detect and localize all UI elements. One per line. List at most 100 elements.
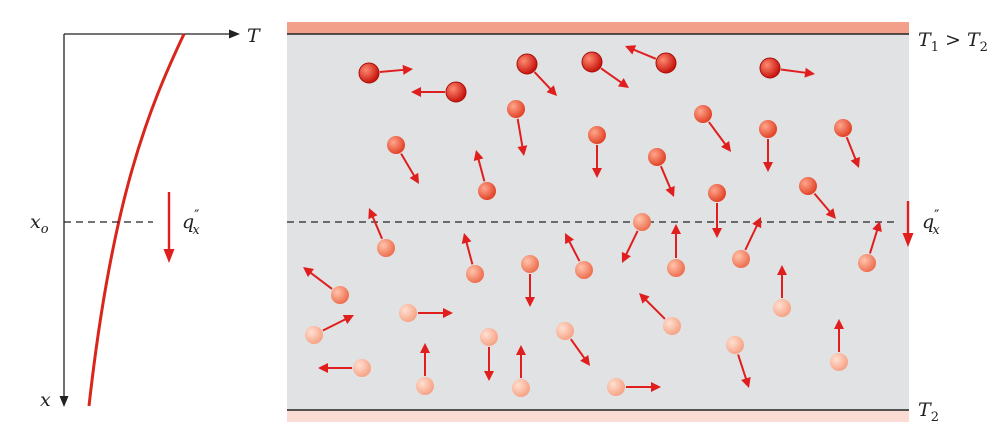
- sphere-molecule-icon: [759, 120, 777, 138]
- sphere-molecule-icon: [588, 126, 606, 144]
- heat-flux-label-left: q″ x: [182, 208, 200, 238]
- velocity-arrow-icon: [780, 68, 807, 74]
- sphere-molecule-icon: [655, 52, 677, 74]
- velocity-arrow-icon: [632, 48, 657, 60]
- sphere-molecule-icon: [445, 81, 467, 103]
- velocity-arrow-icon: [569, 338, 586, 360]
- velocity-arrow-icon: [568, 240, 581, 262]
- sphere-molecule-icon: [708, 184, 726, 202]
- sphere-molecule-icon: [305, 326, 323, 344]
- velocity-arrow-icon: [465, 241, 474, 265]
- velocity-arrowhead-icon: [712, 228, 722, 238]
- velocity-arrowhead-icon: [834, 319, 844, 329]
- velocity-arrow-icon: [813, 192, 831, 213]
- velocity-arrow-icon: [659, 165, 672, 190]
- velocity-arrowhead-icon: [639, 293, 650, 304]
- temperature-axis-arrowhead: [229, 29, 240, 39]
- sphere-molecule-icon: [830, 353, 848, 371]
- sphere-molecule-icon: [648, 148, 666, 166]
- sphere-molecule-icon: [581, 51, 603, 73]
- position-axis-label: x: [40, 389, 51, 411]
- cold-wall: [287, 410, 909, 422]
- sphere-molecule-icon: [377, 239, 395, 257]
- velocity-arrow-icon: [625, 230, 639, 256]
- sphere-molecule-icon: [521, 255, 539, 273]
- velocity-arrowhead-icon: [525, 297, 535, 307]
- sphere-molecule-icon: [633, 213, 651, 231]
- temperature-profile-curve: [87, 33, 186, 407]
- velocity-arrow-icon: [869, 229, 879, 254]
- velocity-arrowhead-icon: [741, 376, 751, 388]
- velocity-arrow-icon: [516, 118, 524, 148]
- sphere-molecule-icon: [466, 265, 484, 283]
- velocity-arrowhead-icon: [763, 162, 773, 172]
- position-axis-arrowhead: [59, 396, 69, 407]
- velocity-arrowhead-icon: [409, 172, 419, 184]
- sphere-molecule-icon: [799, 177, 817, 195]
- velocity-arrowhead-icon: [516, 345, 526, 355]
- sphere-molecule-icon: [694, 105, 712, 123]
- velocity-arrow-icon: [379, 68, 405, 73]
- sphere-molecule-icon: [478, 182, 496, 200]
- sphere-molecule-icon: [516, 53, 538, 75]
- sphere-molecule-icon: [512, 379, 530, 397]
- heat-flux-arrowhead-right: [902, 233, 914, 247]
- velocity-arrowhead-icon: [592, 168, 602, 178]
- velocity-arrow-icon: [400, 153, 416, 177]
- velocity-arrow-icon: [845, 136, 857, 161]
- molecule-field: [303, 45, 882, 397]
- velocity-arrowhead-icon: [517, 145, 528, 156]
- velocity-arrowhead-icon: [621, 251, 631, 263]
- sphere-molecule-icon: [667, 259, 685, 277]
- velocity-arrow-icon: [371, 215, 384, 240]
- velocity-arrowhead-icon: [580, 354, 590, 366]
- hot-wall-temperature-label: T1 > T2: [918, 29, 988, 55]
- velocity-arrow-icon: [309, 271, 333, 290]
- velocity-arrowhead-icon: [546, 85, 557, 96]
- velocity-arrow-icon: [600, 67, 623, 84]
- velocity-arrowhead-icon: [777, 265, 787, 275]
- sphere-molecule-icon: [663, 317, 681, 335]
- sphere-molecule-icon: [556, 322, 574, 340]
- sphere-molecule-icon: [726, 336, 744, 354]
- velocity-arrow-icon: [744, 224, 759, 251]
- temperature-profile-panel: T x xo q″ x: [30, 25, 261, 411]
- temperature-axis-label: T: [247, 25, 261, 47]
- velocity-arrowhead-icon: [617, 78, 629, 88]
- sphere-molecule-icon: [773, 299, 791, 317]
- velocity-arrowhead-icon: [443, 308, 453, 318]
- velocity-arrow-icon: [477, 158, 486, 182]
- velocity-arrowhead-icon: [625, 45, 637, 55]
- velocity-arrowhead-icon: [473, 150, 484, 161]
- velocity-arrowhead-icon: [484, 371, 494, 381]
- velocity-arrowhead-icon: [368, 208, 378, 220]
- velocity-arrow-icon: [322, 318, 347, 332]
- velocity-arrow-icon: [644, 298, 666, 320]
- sphere-molecule-icon: [732, 250, 750, 268]
- reference-plane-label: xo: [30, 211, 49, 237]
- velocity-arrowhead-icon: [671, 224, 681, 234]
- velocity-arrowhead-icon: [420, 343, 430, 353]
- velocity-arrowhead-icon: [665, 185, 675, 197]
- velocity-arrowhead-icon: [402, 64, 413, 75]
- sphere-molecule-icon: [759, 57, 781, 79]
- velocity-arrow-icon: [708, 121, 727, 146]
- velocity-arrow-icon: [533, 71, 552, 91]
- velocity-arrowhead-icon: [721, 140, 731, 152]
- velocity-arrowhead-icon: [411, 87, 421, 97]
- velocity-arrowhead-icon: [850, 156, 860, 168]
- sphere-molecule-icon: [353, 359, 371, 377]
- sphere-molecule-icon: [387, 136, 405, 154]
- heat-flux-label-right: q″ x: [922, 208, 940, 238]
- cold-wall-temperature-label: T2: [918, 399, 939, 425]
- velocity-arrowhead-icon: [318, 363, 328, 373]
- sphere-molecule-icon: [416, 377, 434, 395]
- sphere-molecule-icon: [575, 261, 593, 279]
- hot-wall: [287, 22, 909, 34]
- velocity-arrow-icon: [737, 354, 748, 380]
- sphere-molecule-icon: [858, 254, 876, 272]
- velocity-arrowhead-icon: [461, 233, 472, 244]
- molecular-slab-panel: T1 > T2 T2 q″ x: [287, 22, 988, 425]
- sphere-molecule-icon: [834, 119, 852, 137]
